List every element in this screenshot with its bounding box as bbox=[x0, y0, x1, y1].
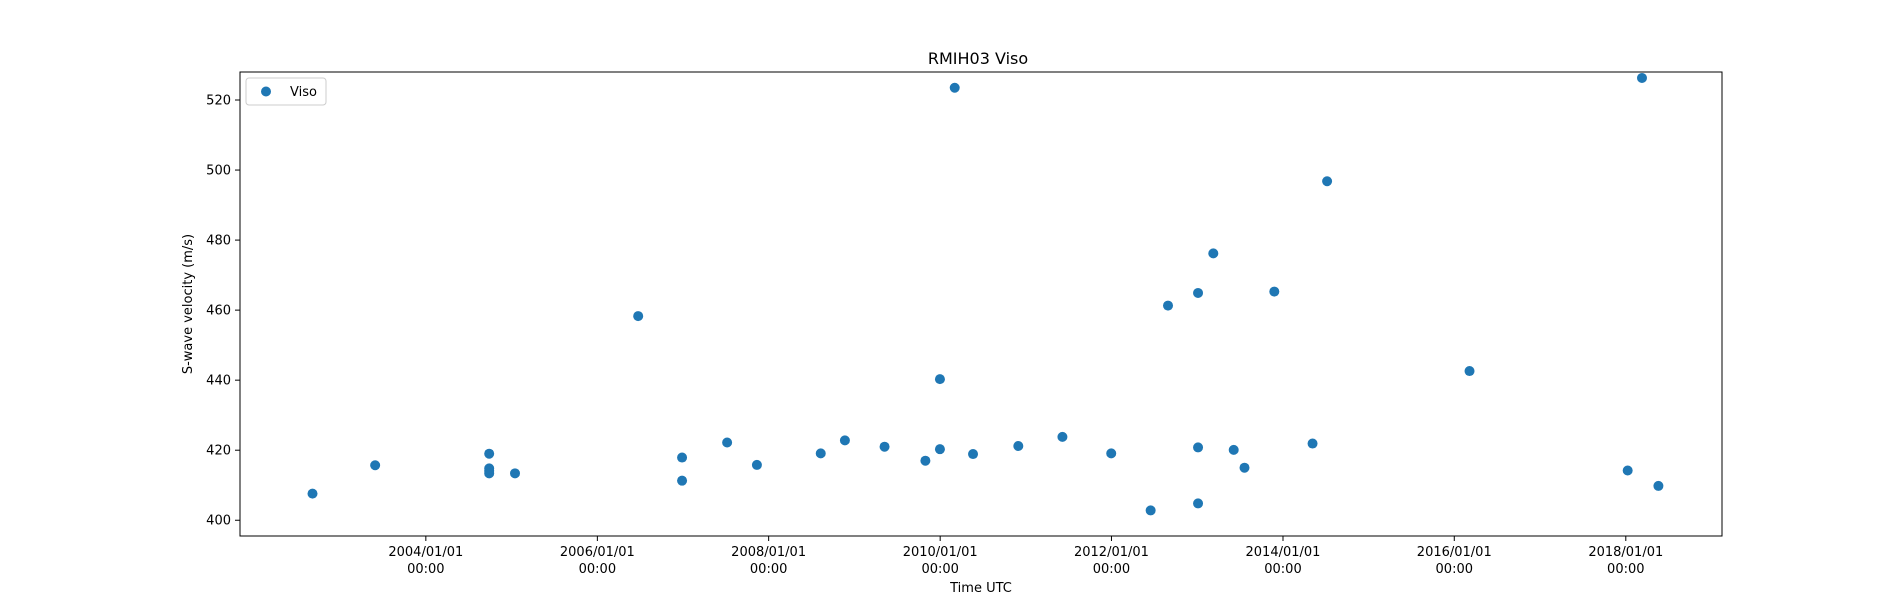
data-point bbox=[1057, 431, 1068, 442]
data-point bbox=[1208, 248, 1219, 259]
x-tick-label-time: 00:00 bbox=[579, 562, 616, 577]
data-point bbox=[1322, 176, 1333, 187]
data-point bbox=[839, 435, 850, 446]
data-point bbox=[1269, 286, 1280, 297]
x-tick-label-date: 2018/01/01 bbox=[1588, 545, 1663, 560]
x-tick-label-date: 2008/01/01 bbox=[731, 545, 806, 560]
legend-box bbox=[245, 77, 327, 106]
data-points bbox=[307, 72, 1664, 516]
x-tick-label-date: 2010/01/01 bbox=[903, 545, 978, 560]
x-tick-label-time: 00:00 bbox=[921, 562, 958, 577]
data-point bbox=[722, 437, 733, 448]
y-axis-label: S-wave velocity (m/s) bbox=[181, 234, 196, 374]
chart-title: RMIH03 Viso bbox=[928, 49, 1028, 68]
x-tick-label-date: 2016/01/01 bbox=[1417, 545, 1492, 560]
x-tick-label-date: 2012/01/01 bbox=[1074, 545, 1149, 560]
data-point bbox=[677, 452, 688, 463]
plot-frame bbox=[239, 71, 1723, 537]
legend-marker bbox=[261, 86, 271, 97]
data-point bbox=[1307, 438, 1318, 449]
data-point bbox=[633, 311, 644, 322]
data-point bbox=[1163, 300, 1174, 311]
data-point bbox=[484, 448, 495, 459]
data-point bbox=[1622, 465, 1633, 476]
data-point bbox=[370, 460, 381, 471]
x-tick-label-time: 00:00 bbox=[1436, 562, 1473, 577]
x-tick-label-date: 2004/01/01 bbox=[388, 545, 463, 560]
data-point bbox=[879, 441, 890, 452]
data-point bbox=[949, 82, 960, 93]
data-point bbox=[484, 468, 495, 479]
data-point bbox=[815, 448, 826, 459]
x-axis-label: Time UTC bbox=[949, 581, 1012, 596]
x-axis: 2004/01/01 00:00 2006/01/01 00:00 2008/01/01… bbox=[388, 536, 1663, 577]
data-point bbox=[1145, 505, 1156, 516]
x-tick-label-date: 2014/01/01 bbox=[1246, 545, 1321, 560]
x-tick-label-time: 00:00 bbox=[407, 562, 444, 577]
data-point bbox=[1193, 287, 1204, 298]
x-tick-label-date: 2006/01/01 bbox=[560, 545, 635, 560]
y-tick-label: 400 bbox=[206, 514, 231, 529]
data-point bbox=[307, 488, 318, 499]
y-tick-label: 520 bbox=[206, 94, 231, 109]
data-point bbox=[934, 374, 945, 385]
data-point bbox=[510, 468, 521, 479]
data-point bbox=[1636, 72, 1647, 83]
data-point bbox=[1239, 462, 1250, 473]
data-point bbox=[1193, 498, 1204, 509]
data-point bbox=[751, 459, 762, 470]
y-tick-label: 420 bbox=[206, 444, 231, 459]
data-point bbox=[1464, 366, 1475, 377]
data-point bbox=[968, 449, 979, 460]
data-point bbox=[677, 475, 688, 486]
y-tick-label: 460 bbox=[206, 304, 231, 319]
x-tick-label-time: 00:00 bbox=[1607, 562, 1644, 577]
legend: Viso bbox=[245, 77, 327, 106]
data-point bbox=[1013, 441, 1024, 452]
data-point bbox=[1228, 444, 1239, 455]
y-axis: 400 420 440 460 480 500 520 bbox=[206, 94, 240, 529]
data-point bbox=[934, 444, 945, 455]
data-point bbox=[1106, 448, 1117, 459]
y-tick-label: 440 bbox=[206, 374, 231, 389]
x-tick-label-time: 00:00 bbox=[1264, 562, 1301, 577]
y-tick-label: 480 bbox=[206, 234, 231, 249]
x-tick-label-time: 00:00 bbox=[1093, 562, 1130, 577]
data-point bbox=[1653, 480, 1664, 491]
legend-label: Viso bbox=[290, 85, 317, 100]
data-point bbox=[1193, 442, 1204, 453]
y-tick-label: 500 bbox=[206, 164, 231, 179]
x-tick-label-time: 00:00 bbox=[750, 562, 787, 577]
data-point bbox=[920, 455, 931, 466]
